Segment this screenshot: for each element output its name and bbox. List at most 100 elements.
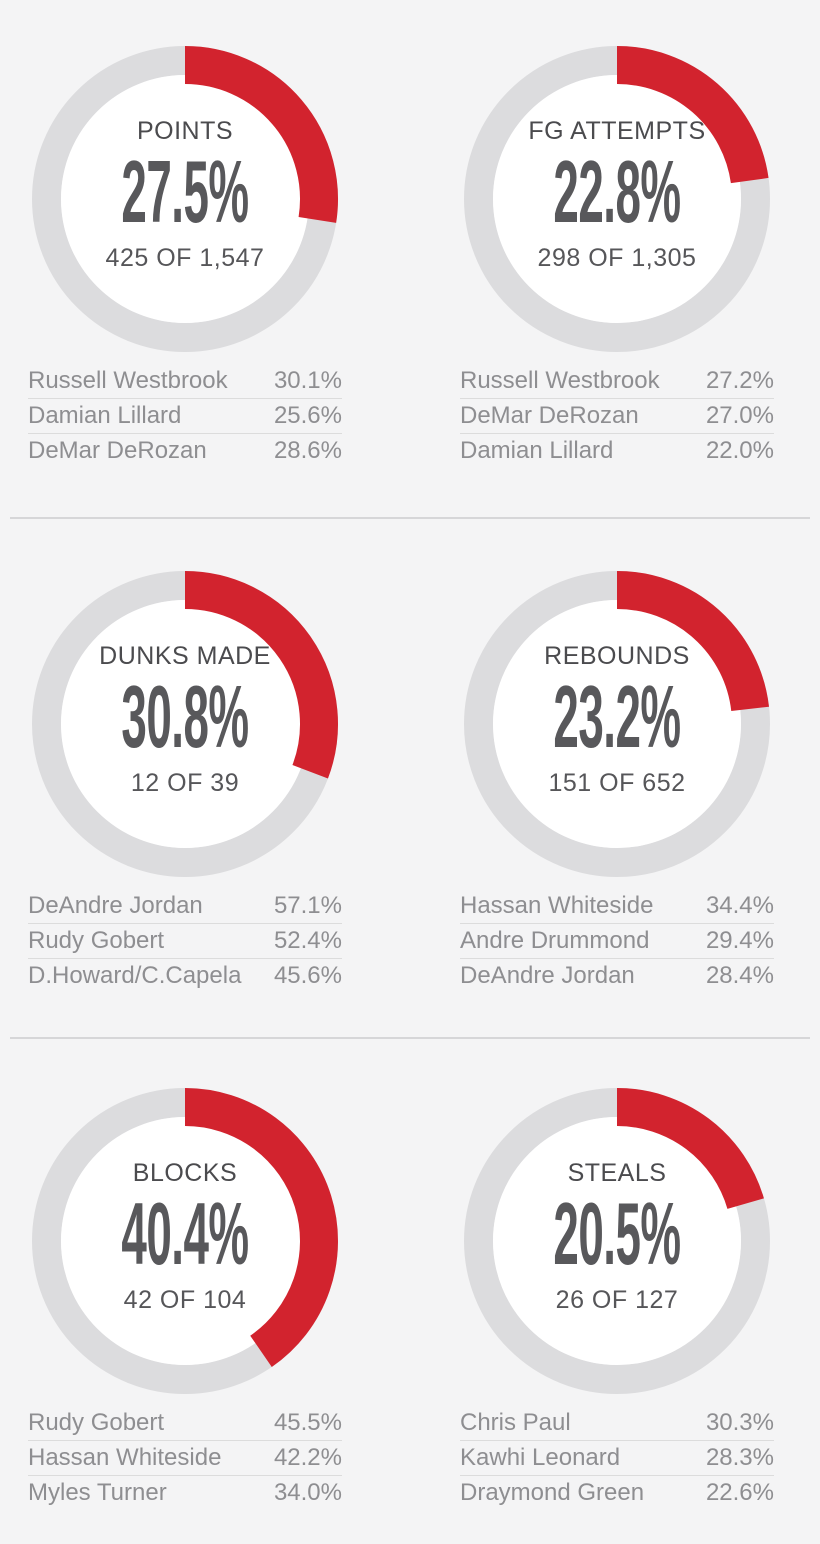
stat-card-blocks: BLOCKS 40.4% 42 OF 104 Rudy Gobert 45.5%…: [28, 1039, 342, 1510]
donut-center-labels: POINTS 27.5% 425 OF 1,547: [28, 42, 342, 356]
leader-row: Hassan Whiteside 34.4%: [460, 889, 774, 924]
leader-name: Draymond Green: [460, 1479, 645, 1506]
donut-rings: [32, 1088, 338, 1394]
donut-hole: [493, 600, 741, 848]
donut-center-labels: STEALS 20.5% 26 OF 127: [460, 1084, 774, 1398]
leader-name: Andre Drummond: [460, 927, 650, 954]
leader-row: Russell Westbrook 27.2%: [460, 364, 774, 399]
leader-value: 52.4%: [273, 927, 342, 954]
leader-row: D.Howard/C.Capela 45.6%: [28, 959, 342, 993]
donut-track-ring: [464, 1088, 770, 1394]
leader-name: Rudy Gobert: [28, 1409, 165, 1436]
donut-hole: [61, 600, 309, 848]
stat-card-dunks-made: DUNKS MADE 30.8% 12 OF 39 DeAndre Jordan…: [28, 519, 342, 1037]
leader-row: Myles Turner 34.0%: [28, 1476, 342, 1510]
donut-center-labels: BLOCKS 40.4% 42 OF 104: [28, 1084, 342, 1398]
leader-row: Draymond Green 22.6%: [460, 1476, 774, 1510]
leader-value: 45.5%: [273, 1409, 342, 1436]
leader-name: Hassan Whiteside: [460, 892, 654, 919]
stat-percent-value: 23.2%: [553, 667, 681, 766]
leader-value: 27.0%: [705, 402, 774, 429]
leader-value: 45.6%: [273, 962, 342, 989]
donut-hole: [61, 75, 309, 323]
leader-row: DeAndre Jordan 57.1%: [28, 889, 342, 924]
leader-row: Damian Lillard 22.0%: [460, 434, 774, 468]
donut-rings: [32, 571, 338, 877]
donut-hole: [493, 1117, 741, 1365]
leader-value: 25.6%: [273, 402, 342, 429]
leader-value: 22.0%: [705, 437, 774, 464]
leader-value: 22.6%: [705, 1479, 774, 1506]
leader-row: Damian Lillard 25.6%: [28, 399, 342, 434]
stat-fraction: 26 OF 127: [555, 1286, 679, 1314]
donut-progress-arc: [616, 1088, 764, 1210]
donut-center-labels: REBOUNDS 23.2% 151 OF 652: [460, 567, 774, 881]
leader-value: 28.4%: [705, 962, 774, 989]
leader-value: 42.2%: [273, 1444, 342, 1471]
leader-name: Kawhi Leonard: [460, 1444, 621, 1471]
leader-row: Andre Drummond 29.4%: [460, 924, 774, 959]
stat-title: BLOCKS: [132, 1159, 238, 1187]
donut-rings: [464, 46, 770, 352]
donut-chart: FG ATTEMPTS 22.8% 298 OF 1,305: [460, 42, 774, 356]
donut-hole: [61, 1117, 309, 1365]
leader-value: 30.1%: [273, 367, 342, 394]
stat-fraction: 42 OF 104: [123, 1286, 247, 1314]
leader-list: Russell Westbrook 30.1% Damian Lillard 2…: [28, 364, 342, 468]
leader-value: 28.3%: [705, 1444, 774, 1471]
donut-center-labels: DUNKS MADE 30.8% 12 OF 39: [28, 567, 342, 881]
leader-list: DeAndre Jordan 57.1% Rudy Gobert 52.4% D…: [28, 889, 342, 993]
stat-title: DUNKS MADE: [99, 642, 271, 670]
stat-card-steals: STEALS 20.5% 26 OF 127 Chris Paul 30.3% …: [460, 1039, 774, 1510]
stat-percent-value: 20.5%: [553, 1184, 681, 1283]
stat-percent-value: 30.8%: [121, 667, 249, 766]
donut-center-labels: FG ATTEMPTS 22.8% 298 OF 1,305: [460, 42, 774, 356]
leader-row: Rudy Gobert 45.5%: [28, 1406, 342, 1441]
stat-grid: POINTS 27.5% 425 OF 1,547 Russell Westbr…: [10, 0, 810, 1510]
section-divider: [10, 517, 810, 519]
leader-value: 27.2%: [705, 367, 774, 394]
leader-value: 34.0%: [273, 1479, 342, 1506]
donut-progress-arc: [616, 46, 769, 184]
leader-name: DeAndre Jordan: [460, 962, 635, 989]
leader-name: Russell Westbrook: [28, 367, 228, 394]
stat-title: REBOUNDS: [544, 642, 690, 670]
leader-name: Chris Paul: [460, 1409, 571, 1436]
donut-chart: BLOCKS 40.4% 42 OF 104: [28, 1084, 342, 1398]
section-divider: [10, 1037, 810, 1039]
stat-percent-value: 22.8%: [553, 142, 681, 241]
leader-name: Damian Lillard: [460, 437, 614, 464]
donut-chart: POINTS 27.5% 425 OF 1,547: [28, 42, 342, 356]
donut-progress-arc: [616, 571, 770, 712]
leader-name: Rudy Gobert: [28, 927, 165, 954]
donut-rings: [464, 571, 770, 877]
leader-list: Hassan Whiteside 34.4% Andre Drummond 29…: [460, 889, 774, 993]
leader-row: Hassan Whiteside 42.2%: [28, 1441, 342, 1476]
stat-fraction: 151 OF 652: [548, 769, 686, 797]
stat-title: FG ATTEMPTS: [528, 117, 706, 145]
leader-list: Chris Paul 30.3% Kawhi Leonard 28.3% Dra…: [460, 1406, 774, 1510]
leader-name: Russell Westbrook: [460, 367, 660, 394]
leader-value: 57.1%: [273, 892, 342, 919]
stat-fraction: 425 OF 1,547: [105, 244, 265, 272]
stat-percent-value: 40.4%: [121, 1184, 249, 1283]
leader-name: D.Howard/C.Capela: [28, 962, 242, 989]
leader-list: Russell Westbrook 27.2% DeMar DeRozan 27…: [460, 364, 774, 468]
leader-row: Kawhi Leonard 28.3%: [460, 1441, 774, 1476]
donut-rings: [32, 46, 338, 352]
leader-row: Russell Westbrook 30.1%: [28, 364, 342, 399]
leader-name: DeAndre Jordan: [28, 892, 203, 919]
leader-row: Chris Paul 30.3%: [460, 1406, 774, 1441]
stat-card-fg-attempts: FG ATTEMPTS 22.8% 298 OF 1,305 Russell W…: [460, 0, 774, 517]
stat-fraction: 298 OF 1,305: [537, 244, 697, 272]
donut-chart: STEALS 20.5% 26 OF 127: [460, 1084, 774, 1398]
donut-chart: DUNKS MADE 30.8% 12 OF 39: [28, 567, 342, 881]
leader-row: DeAndre Jordan 28.4%: [460, 959, 774, 993]
donut-rings: [464, 1088, 770, 1394]
leader-name: Damian Lillard: [28, 402, 182, 429]
stat-title: STEALS: [567, 1159, 667, 1187]
leader-value: 34.4%: [705, 892, 774, 919]
leader-value: 30.3%: [705, 1409, 774, 1436]
donut-track-ring: [464, 571, 770, 877]
nba-usage-donut-dashboard: POINTS 27.5% 425 OF 1,547 Russell Westbr…: [10, 0, 810, 1510]
